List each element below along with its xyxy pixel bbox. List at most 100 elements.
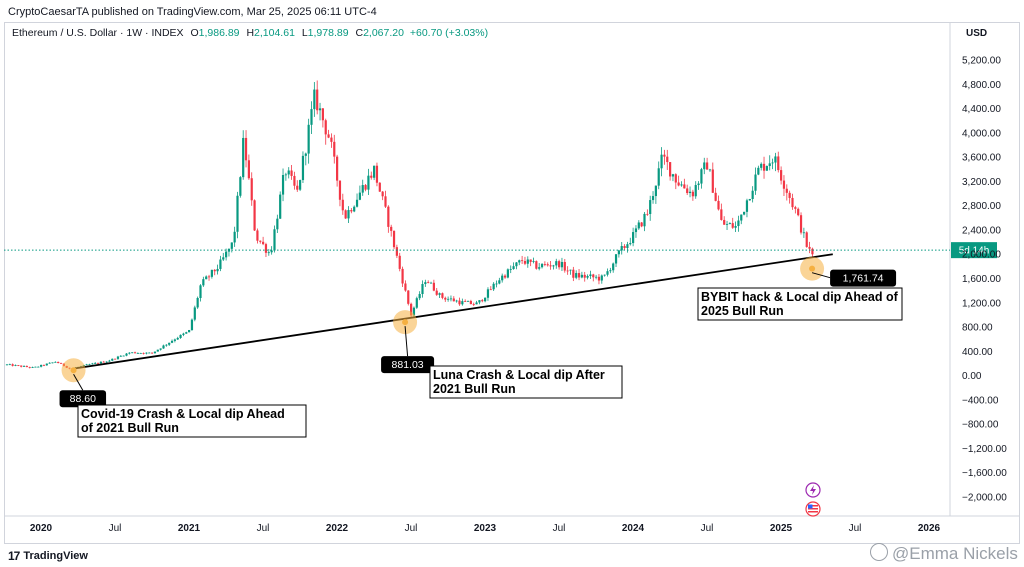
time-tick-label: Jul (109, 523, 122, 534)
candle-body (202, 279, 205, 286)
candle-body (768, 163, 771, 167)
candle-body (708, 169, 712, 171)
watermark-icon (870, 543, 888, 561)
candle-body (492, 283, 495, 290)
candle-body (629, 243, 632, 245)
candle-body (216, 268, 219, 272)
candle-body (572, 269, 575, 278)
brand-name: TradingView (23, 550, 88, 562)
candle-body (651, 196, 655, 201)
candle-body (688, 191, 692, 194)
candle-body (538, 267, 541, 269)
candle-body (91, 363, 94, 365)
candle-body (512, 266, 515, 270)
time-axis[interactable]: 2020 Jul 2021 Jul 2022 Jul 2023 Jul 2024 Jul 2025 J… (30, 523, 941, 534)
candle-body (153, 351, 157, 354)
candle-body (788, 192, 791, 198)
candle-body (575, 273, 578, 278)
candle-body (213, 269, 216, 272)
candle-body (401, 268, 404, 284)
candle-body (799, 215, 803, 233)
candle-body (478, 300, 481, 303)
candle-body (88, 364, 91, 366)
candle-body (375, 165, 379, 183)
candle-body (145, 352, 148, 354)
candle-body (765, 166, 768, 171)
candle-body (475, 302, 478, 305)
candle-body (797, 208, 800, 216)
candle-body (555, 261, 558, 266)
candle-body (14, 365, 17, 366)
price-tick-label: 3,600.00 (962, 153, 1001, 164)
price-tick-label: −800.00 (962, 420, 999, 431)
candle-body (156, 349, 159, 352)
tradingview-brand[interactable]: 17 TradingView (8, 549, 88, 563)
candle-body (125, 353, 128, 356)
candle-body (148, 352, 151, 354)
time-tick-label: 2021 (178, 523, 201, 534)
candle-body (566, 270, 569, 272)
time-tick-label: 2025 (770, 523, 793, 534)
candle-body (347, 210, 350, 219)
symbol-legend: Ethereum / U.S. Dollar · 1W · INDEX O1,9… (12, 27, 488, 39)
candle-body (196, 297, 199, 308)
price-tick-label: −400.00 (962, 395, 999, 406)
candle-body (307, 124, 310, 154)
caption-text: Covid-19 Crash & Local dip Ahead (81, 407, 285, 421)
candle-body (617, 250, 620, 255)
candle-body (301, 155, 305, 181)
candle-body (170, 340, 174, 343)
open-key: O (190, 27, 199, 39)
candle-body (472, 304, 475, 305)
candle-body (523, 261, 527, 264)
candle-body (370, 175, 373, 178)
candle-body (279, 194, 282, 219)
lightning-icon[interactable] (805, 482, 821, 498)
candle-body (489, 289, 492, 291)
candle-body (694, 185, 697, 197)
candle-body (133, 352, 137, 354)
time-tick-label: Jul (849, 523, 862, 534)
candle-body (367, 175, 370, 190)
candle-body (458, 300, 461, 305)
candle-body (671, 174, 675, 177)
candle-body (760, 163, 763, 168)
symbol-name[interactable]: Ethereum / U.S. Dollar · 1W · INDEX (12, 27, 184, 39)
candle-body (262, 241, 265, 245)
price-axis[interactable]: 5,200.00 4,800.00 4,400.00 4,000.00 3,600.00… (962, 56, 1007, 504)
candle-body (45, 363, 48, 366)
candle-body (25, 366, 28, 368)
candle-body (344, 210, 347, 219)
candle-body (774, 156, 777, 163)
watermark: @Emma Nickels (870, 543, 1018, 564)
us-flag-icon[interactable] (805, 501, 821, 517)
candle-body (552, 265, 555, 267)
candle-body (597, 276, 601, 281)
price-tick-label: 4,400.00 (962, 104, 1001, 115)
candle-body (324, 120, 327, 135)
candle-body (782, 180, 786, 189)
candle-body (498, 280, 501, 284)
candle-body (22, 366, 26, 367)
candle-body (737, 220, 740, 226)
candle-body (600, 275, 603, 281)
dip-price-label: 881.03 (392, 359, 424, 371)
candle-body (583, 274, 586, 278)
candle-body (28, 367, 31, 368)
candle-body (811, 248, 814, 255)
candle-body (634, 228, 638, 233)
candle-body (244, 137, 248, 161)
candle-body (560, 261, 564, 268)
candle-body (287, 170, 290, 175)
candle-body (387, 206, 390, 227)
candle-body (193, 307, 196, 320)
candle-body (182, 333, 185, 335)
candle-body (441, 293, 444, 298)
currency-label[interactable]: USD (966, 28, 988, 39)
caption-text: 2021 Bull Run (433, 382, 516, 396)
candle-body (336, 156, 339, 181)
candle-body (350, 210, 353, 212)
high-key: H (246, 27, 255, 39)
candle-body (313, 89, 316, 110)
